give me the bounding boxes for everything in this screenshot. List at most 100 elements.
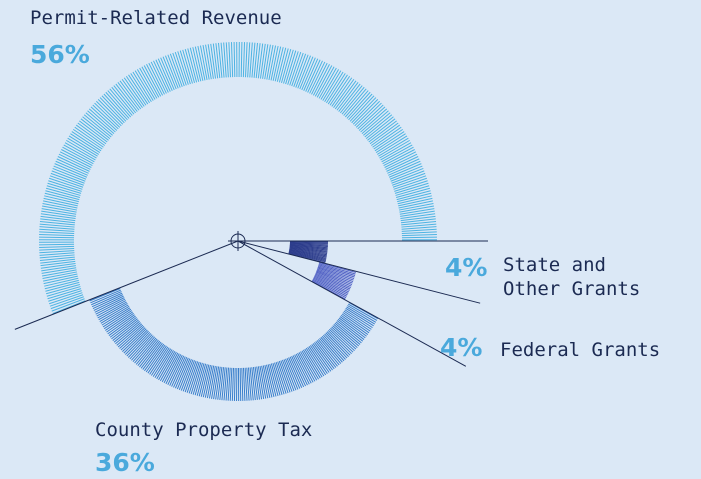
hatch-line [188,361,200,394]
hatch-line [152,348,172,377]
hatch-line [336,320,364,342]
hatch-line [204,365,213,398]
hatch-line [400,218,436,224]
hatch-line [74,126,104,148]
hatch-line [39,231,75,234]
hatch-line [315,273,351,290]
hatch-line [215,43,221,79]
hatch-line [186,361,199,393]
hatch-line [75,124,105,146]
hatch-line [318,265,355,278]
hatch-line [309,61,326,94]
hatch-line [106,312,134,333]
hatch-line [244,367,248,401]
hatch-line [394,180,428,192]
hatch-line [388,163,422,178]
hatch-line [66,139,97,159]
hatch-line [396,190,431,201]
hatch-line [219,367,225,401]
hatch-line [266,364,275,398]
hatch-line [289,243,328,246]
hatch-line [269,363,279,397]
hatch-line [154,349,173,379]
hatch-line [174,51,187,86]
hatch-line [242,42,246,78]
hatch-line [285,358,299,390]
hatch-line [307,346,327,376]
hatch-line [251,367,256,401]
category-label: Permit-Related Revenue [30,7,282,29]
hatch-line [44,192,79,203]
hatch-line [139,340,161,368]
hatch-line [322,70,342,101]
hatch-line [40,258,76,264]
hatch-line [303,58,319,91]
hatch-line [41,265,76,272]
hatch-line [61,149,93,167]
hatch-line [289,248,328,256]
hatch-line [142,342,163,370]
hatch-line [392,175,427,188]
hatch-line [145,344,166,373]
hatch-line [121,78,143,108]
hatch-line [333,323,360,347]
hatch-line [289,243,328,248]
hatch-line [147,345,167,374]
hatch-line [324,333,348,359]
hatch-line [401,228,437,232]
hatch-line [360,108,388,133]
hatch-line [72,128,103,150]
hatch-line [184,48,195,84]
hatch-line [150,61,167,94]
hatch-line [45,187,81,198]
hatch-line [401,233,437,237]
hatch-line [301,57,316,91]
hatch-line [309,345,330,373]
hatch-line [302,349,321,379]
hatch-line [313,342,335,370]
hatch-line [365,116,394,140]
hatch-line [297,352,314,383]
hatch-line [45,190,80,201]
hatch-line [208,365,216,399]
hatch-line [268,45,277,81]
hatch-line [40,260,76,267]
hatch-line [64,142,96,161]
hatch-line [373,128,404,150]
hatch-line [194,46,204,81]
hatch-line [220,42,225,78]
hatch-line [311,344,332,372]
hatch-line [228,42,231,78]
hatch-line [249,42,253,78]
hatch-line [340,314,369,335]
hatch-line [289,245,328,250]
hatch-line [325,73,346,104]
hatch-line [336,82,359,111]
hatch-line [369,122,399,145]
hatch-line [319,338,342,364]
hatch-line [180,359,194,391]
hatch-line [384,151,417,168]
hatch-line [83,114,112,138]
hatch-line [392,172,426,186]
hatch-line [42,200,78,209]
hatch-line [298,352,316,382]
hatch-line [58,153,91,170]
hatch-line [44,279,79,290]
hatch-line [41,210,76,217]
hatch-line [67,137,98,157]
hatch-line [91,292,123,308]
hatch-line [113,85,137,114]
hatch-line [381,144,413,163]
hatch-line [334,80,357,110]
hatch-line [52,168,86,182]
hatch-line [102,308,132,328]
hatch-line [105,311,133,331]
hatch-line [85,112,113,136]
hatch-line [288,357,303,388]
hatch-line [146,64,164,96]
hatch-line [217,366,223,400]
hatch-line [98,303,128,321]
hatch-line [321,335,345,362]
